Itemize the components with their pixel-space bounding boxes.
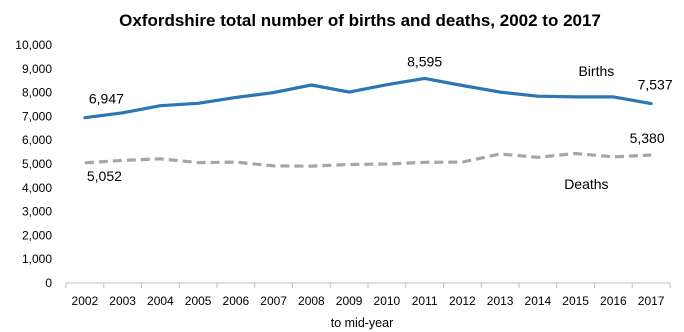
x-tick-label: 2012: [449, 294, 476, 308]
x-tick-label: 2013: [487, 294, 514, 308]
x-tick-label: 2009: [336, 294, 363, 308]
x-tick-label: 2005: [185, 294, 212, 308]
x-tick-label: 2008: [298, 294, 325, 308]
y-tick-label: 3,000: [22, 205, 52, 219]
series-label-deaths: Deaths: [564, 176, 608, 192]
y-tick-label: 1,000: [22, 252, 52, 266]
y-tick-label: 5,000: [22, 157, 52, 171]
series-line-deaths: [84, 151, 652, 168]
y-tick-label: 2,000: [22, 228, 52, 242]
data-label: 7,537: [638, 77, 673, 93]
data-label: 8,595: [407, 53, 442, 69]
data-label: 5,052: [87, 168, 122, 184]
x-tick-label: 2016: [600, 294, 627, 308]
x-axis: 2002 2003 2004 2005 2006 2007 2008 2009 2010 2011…: [65, 282, 671, 308]
x-tick-label: 2007: [260, 294, 287, 308]
y-tick-label: 10,000: [15, 38, 52, 52]
x-tick-label: 2010: [374, 294, 401, 308]
x-tick-label: 2014: [525, 294, 552, 308]
x-tick-label: 2011: [412, 294, 438, 308]
x-tick-label: 2002: [72, 294, 99, 308]
y-axis: 0 1,000 2,000 3,000 4,000 5,000 6,000 7,000 8,00…: [15, 38, 52, 290]
series-lines: [83, 76, 653, 168]
data-label: 6,947: [89, 91, 124, 107]
x-tick-label: 2004: [147, 294, 174, 308]
chart-title: Oxfordshire total number of births and d…: [119, 11, 601, 30]
y-tick-label: 6,000: [22, 133, 52, 147]
y-tick-label: 4,000: [22, 181, 52, 195]
x-tick-label: 2006: [223, 294, 250, 308]
x-tick-label: 2015: [562, 294, 589, 308]
data-label: 5,380: [630, 130, 665, 146]
y-tick-label: 8,000: [22, 86, 52, 100]
x-tick-label: 2017: [638, 294, 665, 308]
data-labels: 6,947 8,595 7,537 5,052 5,380 Births Deaths: [87, 53, 673, 191]
y-tick-label: 0: [45, 276, 52, 290]
y-tick-label: 9,000: [22, 62, 52, 76]
x-tick-label: 2003: [109, 294, 136, 308]
series-line-births: [83, 76, 653, 120]
series-label-births: Births: [578, 63, 614, 79]
x-axis-title: to mid-year: [331, 316, 394, 330]
y-tick-label: 7,000: [22, 109, 52, 123]
